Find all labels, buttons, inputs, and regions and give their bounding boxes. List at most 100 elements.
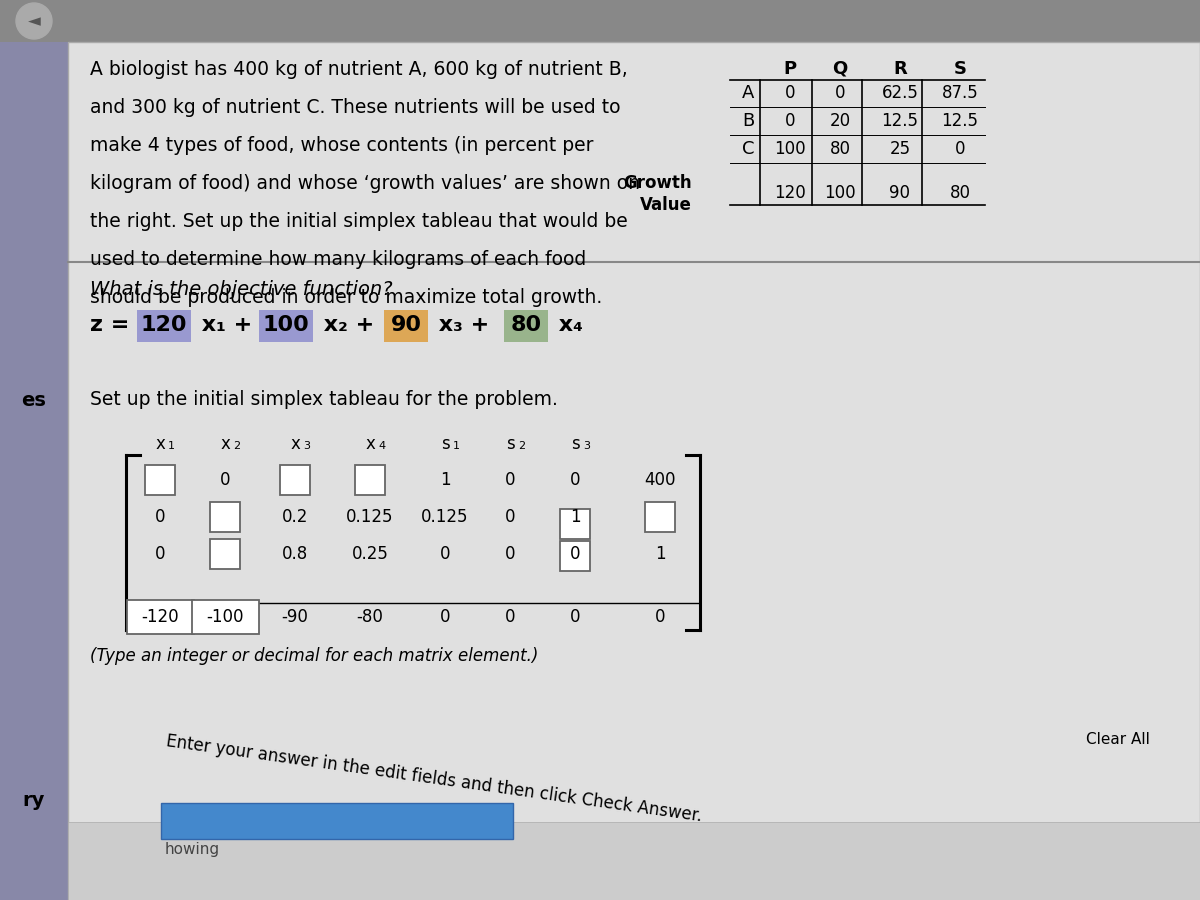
Bar [0,0,68,900]
FancyBboxPatch shape [127,600,194,634]
Text: 90: 90 [889,184,911,202]
Text: Set up the initial simplex tableau for the problem.: Set up the initial simplex tableau for t… [90,390,558,409]
Bar [0,0,1200,42]
Text: 0: 0 [570,471,581,489]
Text: S: S [954,60,966,78]
Text: -120: -120 [142,608,179,626]
Text: used to determine how many kilograms of each food: used to determine how many kilograms of … [90,250,587,269]
Text: s: s [571,435,580,453]
Text: ◄: ◄ [28,12,41,30]
Text: s: s [505,435,515,453]
Text: the right. Set up the initial simplex tableau that would be: the right. Set up the initial simplex ta… [90,212,628,231]
Text: What is the objective function?: What is the objective function? [90,280,392,299]
Text: x: x [365,435,374,453]
Text: x₃ +: x₃ + [431,315,497,335]
Text: 0: 0 [220,471,230,489]
Text: 2: 2 [518,441,526,451]
Text: 62.5: 62.5 [882,84,918,102]
FancyBboxPatch shape [280,465,310,495]
Text: 0: 0 [835,84,845,102]
Text: 120: 120 [140,315,187,335]
Text: 100: 100 [774,140,806,158]
Text: 0: 0 [155,508,166,526]
Text: 1: 1 [655,545,665,563]
Text: 400: 400 [644,471,676,489]
Text: 3: 3 [302,441,310,451]
Text: 90: 90 [390,315,421,335]
Bar [68,822,1200,900]
Text: 12.5: 12.5 [882,112,918,130]
Text: 0.125: 0.125 [347,508,394,526]
Text: 25: 25 [889,140,911,158]
Text: Clear All: Clear All [1086,732,1150,747]
Circle shape [16,3,52,39]
Text: R: R [893,60,907,78]
Text: s: s [440,435,449,453]
Text: 0: 0 [655,608,665,626]
Text: 0: 0 [570,608,581,626]
Text: 80: 80 [949,184,971,202]
Text: 0: 0 [439,608,450,626]
Text: P: P [784,60,797,78]
Text: 1: 1 [168,441,175,451]
Text: 0.2: 0.2 [282,508,308,526]
Text: C: C [742,140,755,158]
Text: A biologist has 400 kg of nutrient A, 600 kg of nutrient B,: A biologist has 400 kg of nutrient A, 60… [90,60,628,79]
Text: Enter your answer in the edit fields and then click Check Answer.: Enter your answer in the edit fields and… [166,732,703,825]
Text: 0: 0 [785,84,796,102]
Text: 0: 0 [155,545,166,563]
Text: es: es [22,391,47,410]
Text: 0.125: 0.125 [421,508,469,526]
Text: 0: 0 [439,545,450,563]
Text: 80: 80 [510,315,541,335]
Text: 0.25: 0.25 [352,545,389,563]
Text: -90: -90 [282,608,308,626]
Text: 100: 100 [824,184,856,202]
Text: Value: Value [640,196,692,214]
Text: 0: 0 [505,471,515,489]
Text: -80: -80 [356,608,384,626]
Text: 1: 1 [439,471,450,489]
Text: 87.5: 87.5 [942,84,978,102]
FancyBboxPatch shape [145,465,175,495]
Text: 0: 0 [785,112,796,130]
Text: 4: 4 [378,441,385,451]
Text: 0: 0 [505,508,515,526]
Text: 20: 20 [829,112,851,130]
Text: 0: 0 [570,545,581,563]
FancyBboxPatch shape [560,509,590,539]
Text: x: x [155,435,164,453]
Text: 80: 80 [829,140,851,158]
Text: 0: 0 [505,545,515,563]
Text: B: B [742,112,754,130]
Text: -100: -100 [206,608,244,626]
FancyBboxPatch shape [646,502,674,532]
Text: A: A [742,84,754,102]
Text: x: x [290,435,300,453]
Text: Growth: Growth [623,174,692,192]
Text: ry: ry [23,790,46,809]
Text: 0: 0 [505,608,515,626]
Text: should be produced in order to maximize total growth.: should be produced in order to maximize … [90,288,602,307]
FancyBboxPatch shape [137,310,191,342]
Text: 1: 1 [570,508,581,526]
Text: x₂ +: x₂ + [316,315,382,335]
Text: 2: 2 [233,441,240,451]
Text: 0: 0 [955,140,965,158]
FancyBboxPatch shape [259,310,313,342]
Text: 100: 100 [263,315,310,335]
Text: 3: 3 [583,441,590,451]
FancyBboxPatch shape [560,541,590,571]
Text: 120: 120 [774,184,806,202]
FancyBboxPatch shape [384,310,428,342]
Text: x: x [220,435,230,453]
FancyBboxPatch shape [161,803,514,839]
Text: Q: Q [833,60,847,78]
Text: (Type an integer or decimal for each matrix element.): (Type an integer or decimal for each mat… [90,647,539,665]
Text: z =: z = [90,315,137,335]
Text: 0.8: 0.8 [282,545,308,563]
Text: and 300 kg of nutrient C. These nutrients will be used to: and 300 kg of nutrient C. These nutrient… [90,98,620,117]
Text: 1: 1 [454,441,460,451]
FancyBboxPatch shape [504,310,548,342]
Text: x₄: x₄ [551,315,583,335]
